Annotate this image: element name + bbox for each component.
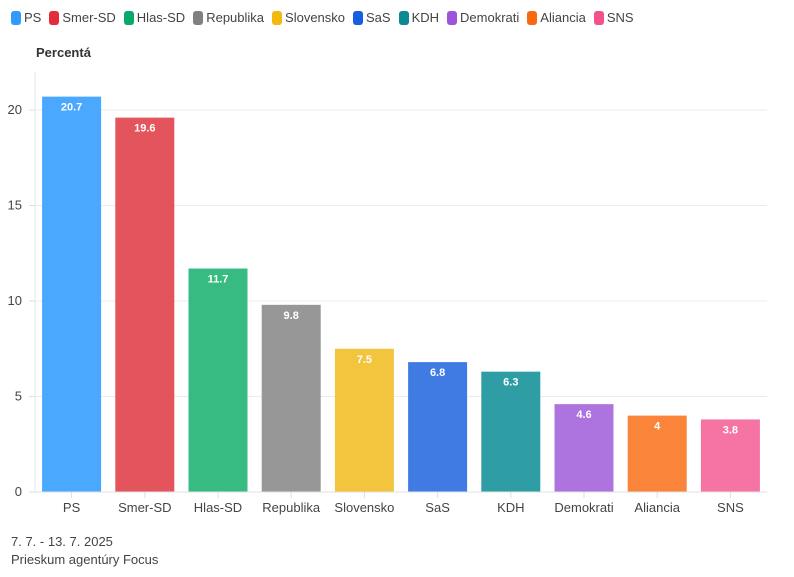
legend-item[interactable]: KDH <box>398 10 440 25</box>
x-tick-label: Republika <box>262 500 321 515</box>
bar <box>408 362 468 492</box>
bar <box>700 419 760 492</box>
legend-swatch <box>353 10 364 25</box>
legend-label: Aliancia <box>540 10 586 25</box>
x-tick-label: Hlas-SD <box>194 500 242 515</box>
footer: 7. 7. - 13. 7. 2025 Prieskum agentúry Fo… <box>11 533 158 569</box>
legend-label: SNS <box>606 10 634 25</box>
source: Prieskum agentúry Focus <box>11 552 159 567</box>
legend-label: SaS <box>366 10 391 25</box>
bar <box>188 268 248 492</box>
legend-swatch <box>11 10 21 25</box>
legend-label: Slovensko <box>285 10 346 25</box>
legend-swatch <box>447 10 458 25</box>
legend-label: PS <box>24 10 42 25</box>
x-tick-label: Smer-SD <box>118 500 171 515</box>
legend-item[interactable]: Slovensko <box>272 10 345 25</box>
x-tick-label: SNS <box>717 500 744 515</box>
data-label: 20.7 <box>61 102 82 114</box>
legend-item[interactable]: Aliancia <box>527 10 586 25</box>
bar <box>554 404 614 492</box>
legend-label: Smer-SD <box>62 10 116 25</box>
y-axis-label: Percentá <box>36 45 91 60</box>
x-tick-label: Slovensko <box>334 500 394 515</box>
legend-label: Demokrati <box>460 10 520 25</box>
legend-item[interactable]: SNS <box>593 10 634 25</box>
legend-swatch <box>193 10 204 25</box>
data-label: 7.5 <box>357 354 372 366</box>
bar <box>627 415 687 492</box>
data-label: 4.6 <box>576 409 591 421</box>
legend-swatch <box>398 10 409 25</box>
y-tick-label: 5 <box>15 389 22 404</box>
legend-swatch <box>123 10 134 25</box>
data-label: 11.7 <box>208 274 229 286</box>
legend-label: Hlas-SD <box>136 10 186 25</box>
x-tick-label: PS <box>63 500 81 515</box>
legend-item[interactable]: SaS <box>353 10 391 25</box>
data-label: 9.8 <box>284 310 299 322</box>
bar <box>42 96 102 492</box>
legend-label: KDH <box>411 10 440 25</box>
legend-swatch <box>272 10 283 25</box>
y-tick-label: 15 <box>8 198 22 213</box>
legend-swatch <box>49 10 60 25</box>
bar <box>261 304 321 492</box>
bar <box>334 348 394 492</box>
bar <box>481 371 541 492</box>
x-tick-label: KDH <box>497 500 524 515</box>
legend-item[interactable]: PS <box>11 10 41 25</box>
data-label: 4 <box>654 421 661 433</box>
legend-item[interactable]: Republika <box>193 10 264 25</box>
data-label: 6.8 <box>430 367 445 379</box>
y-tick-label: 0 <box>15 484 22 499</box>
y-tick-label: 10 <box>8 293 22 308</box>
data-label: 6.3 <box>503 377 518 389</box>
legend-label: Republika <box>206 10 265 25</box>
date-range: 7. 7. - 13. 7. 2025 <box>11 534 113 549</box>
legend-item[interactable]: Demokrati <box>447 10 519 25</box>
x-tick-label: SaS <box>425 500 450 515</box>
legend-item[interactable]: Hlas-SD <box>123 10 186 25</box>
x-tick-label: Demokrati <box>554 500 613 515</box>
legend: PS Smer-SD Hlas-SD Republika Slovensko SaS KDH… <box>11 10 634 25</box>
legend-item[interactable]: Smer-SD <box>49 10 116 25</box>
x-tick-label: Aliancia <box>634 500 680 515</box>
legend-swatch <box>527 10 538 25</box>
legend-swatch <box>593 10 604 25</box>
data-label: 19.6 <box>134 123 155 135</box>
bar <box>115 117 175 492</box>
y-tick-label: 20 <box>8 102 22 117</box>
data-label: 3.8 <box>723 424 738 436</box>
